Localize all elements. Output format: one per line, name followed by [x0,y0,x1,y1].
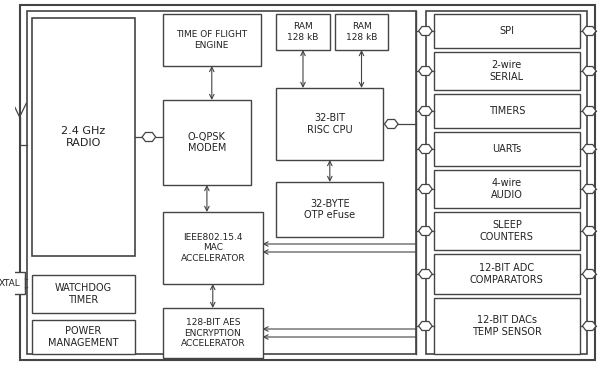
Text: TIMERS: TIMERS [488,106,525,116]
Polygon shape [419,27,432,35]
Text: SLEEP
COUNTERS: SLEEP COUNTERS [480,220,534,242]
Bar [434,298,580,354]
Bar [427,11,587,354]
Bar [276,88,383,160]
Bar [335,14,388,50]
Polygon shape [142,132,155,142]
Bar [32,275,135,313]
Text: 12-BIT ADC
COMPARATORS: 12-BIT ADC COMPARATORS [470,263,544,285]
Bar [434,52,580,90]
Text: 2-wire
SERIAL: 2-wire SERIAL [490,60,524,82]
Polygon shape [583,227,596,235]
Polygon shape [419,322,432,330]
Bar [32,18,135,256]
Text: TIME OF FLIGHT
ENGINE: TIME OF FLIGHT ENGINE [176,30,247,50]
Polygon shape [419,107,432,115]
Bar [434,212,580,250]
Bar [0,272,25,294]
Polygon shape [583,27,596,35]
Polygon shape [583,184,596,193]
Bar [32,320,135,354]
Bar [276,14,330,50]
Bar [163,14,260,66]
Text: POWER
MANAGEMENT: POWER MANAGEMENT [48,326,119,348]
Bar [434,14,580,48]
Polygon shape [583,66,596,76]
Bar [434,170,580,208]
Text: 12-BIT DACs
TEMP SENSOR: 12-BIT DACs TEMP SENSOR [472,315,542,337]
Text: 2.4 GHz
RADIO: 2.4 GHz RADIO [61,126,106,148]
Bar [434,94,580,128]
Text: WATCHDOG
TIMER: WATCHDOG TIMER [55,283,112,305]
Text: XTAL: XTAL [0,278,21,288]
Text: O-QPSK
MODEM: O-QPSK MODEM [188,132,226,153]
Bar [434,254,580,294]
Polygon shape [419,145,432,154]
Text: 32-BIT
RISC CPU: 32-BIT RISC CPU [307,113,353,135]
Text: RAM
128 kB: RAM 128 kB [346,22,377,42]
Polygon shape [419,184,432,193]
Bar [276,182,383,237]
Text: 128-BIT AES
ENCRYPTION
ACCELERATOR: 128-BIT AES ENCRYPTION ACCELERATOR [181,318,245,348]
Polygon shape [419,227,432,235]
Bar [28,11,416,354]
Polygon shape [419,66,432,76]
Bar [163,308,263,358]
Polygon shape [385,119,398,128]
Text: IEEE802.15.4
MAC
ACCELERATOR: IEEE802.15.4 MAC ACCELERATOR [181,233,245,263]
Bar [163,100,251,185]
Text: UARTs: UARTs [492,144,521,154]
Polygon shape [583,269,596,278]
Bar [163,212,263,284]
Polygon shape [583,145,596,154]
Text: 32-BYTE
OTP eFuse: 32-BYTE OTP eFuse [304,199,355,220]
Bar [434,132,580,166]
Polygon shape [419,269,432,278]
Text: 4-wire
AUDIO: 4-wire AUDIO [491,178,523,200]
Text: SPI: SPI [499,26,514,36]
Polygon shape [583,107,596,115]
Text: RAM
128 kB: RAM 128 kB [287,22,319,42]
Polygon shape [583,322,596,330]
